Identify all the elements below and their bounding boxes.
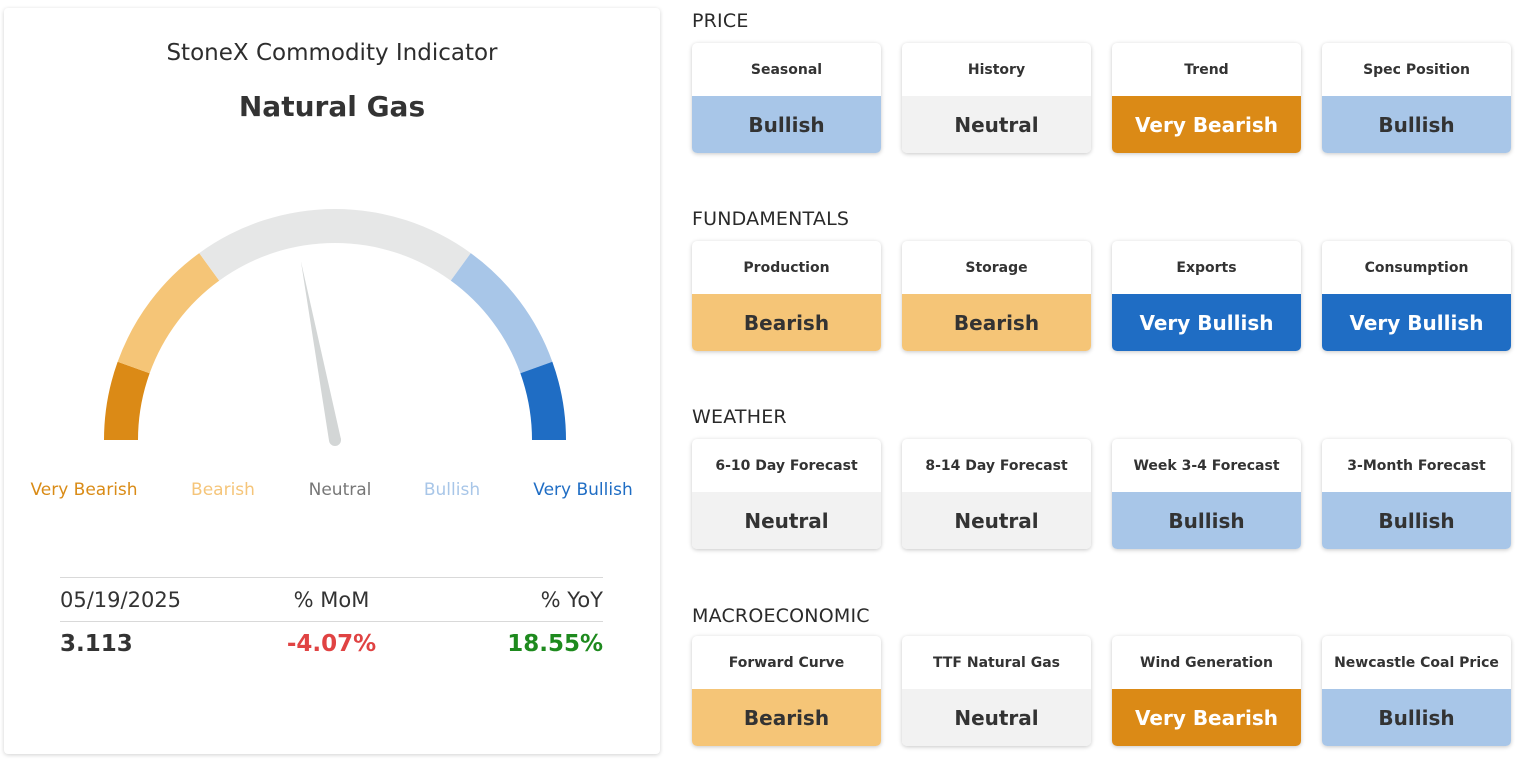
stats-date: 05/19/2025 bbox=[60, 587, 182, 612]
factor-card-spec-position[interactable]: Spec Position Bullish bbox=[1322, 43, 1511, 153]
factor-rating: Very Bullish bbox=[1112, 294, 1301, 351]
factor-card-exports[interactable]: Exports Very Bullish bbox=[1112, 241, 1301, 351]
gauge-label-very-bullish: Very Bullish bbox=[533, 480, 633, 500]
factor-label: Wind Generation bbox=[1140, 654, 1273, 671]
factor-card-trend[interactable]: Trend Very Bearish bbox=[1112, 43, 1301, 153]
stats-mom-label: % MoM bbox=[293, 587, 370, 612]
factor-rating: Neutral bbox=[902, 96, 1091, 153]
factor-card-6-10-day-forecast[interactable]: 6-10 Day Forecast Neutral bbox=[692, 439, 881, 549]
stats-yoy-label: % YoY bbox=[540, 587, 603, 612]
factor-rating: Bullish bbox=[1322, 492, 1511, 549]
factor-rating: Bearish bbox=[692, 294, 881, 351]
factor-card-3-month-forecast[interactable]: 3-Month Forecast Bullish bbox=[1322, 439, 1511, 549]
factor-card-consumption[interactable]: Consumption Very Bullish bbox=[1322, 241, 1511, 351]
section-macroeconomic: MACROECONOMIC Forward Curve Bearish TTF … bbox=[692, 604, 1514, 746]
factor-cards: Production Bearish Storage Bearish Expor… bbox=[692, 241, 1514, 351]
factor-card-storage[interactable]: Storage Bearish bbox=[902, 241, 1091, 351]
stats-price: 3.113 bbox=[60, 630, 133, 657]
gauge-segment-bullish bbox=[450, 253, 553, 374]
factor-card-forward-curve[interactable]: Forward Curve Bearish bbox=[692, 636, 881, 746]
factor-card-history[interactable]: History Neutral bbox=[902, 43, 1091, 153]
factor-label: 3-Month Forecast bbox=[1347, 457, 1486, 474]
factor-cards: Seasonal Bullish History Neutral Trend V… bbox=[692, 43, 1514, 153]
factor-label: TTF Natural Gas bbox=[933, 654, 1060, 671]
factor-label: Storage bbox=[965, 259, 1028, 276]
factor-card-week-3-4-forecast[interactable]: Week 3-4 Forecast Bullish bbox=[1112, 439, 1301, 549]
gauge-label-neutral: Neutral bbox=[308, 480, 372, 500]
factor-label: Trend bbox=[1184, 61, 1229, 78]
section-title: PRICE bbox=[692, 10, 749, 32]
factor-label: Seasonal bbox=[750, 61, 823, 78]
factor-rating: Neutral bbox=[902, 492, 1091, 549]
factor-card-production[interactable]: Production Bearish bbox=[692, 241, 881, 351]
stats-mom-value: -4.07% bbox=[286, 630, 377, 657]
factor-panel: PRICE Seasonal Bullish History Neutral T… bbox=[692, 0, 1514, 761]
gauge-label-very-bearish: Very Bearish bbox=[30, 480, 138, 500]
factor-rating: Very Bullish bbox=[1322, 294, 1511, 351]
commodity-name: Natural Gas bbox=[238, 90, 426, 123]
section-price: PRICE Seasonal Bullish History Neutral T… bbox=[692, 9, 1514, 153]
section-title: FUNDAMENTALS bbox=[692, 208, 850, 230]
factor-label: History bbox=[967, 61, 1026, 78]
gauge-segment-bearish bbox=[117, 253, 220, 374]
price-stats-table: 05/19/2025 % MoM % YoY 3.113 -4.07% 18.5… bbox=[60, 577, 603, 665]
factor-rating: Neutral bbox=[902, 689, 1091, 746]
factor-label: Spec Position bbox=[1363, 61, 1470, 78]
factor-card-wind-generation[interactable]: Wind Generation Very Bearish bbox=[1112, 636, 1301, 746]
factor-rating: Bearish bbox=[902, 294, 1091, 351]
section-weather: WEATHER 6-10 Day Forecast Neutral 8-14 D… bbox=[692, 405, 1514, 549]
sentiment-gauge bbox=[104, 209, 566, 446]
gauge-segment-neutral bbox=[199, 209, 471, 281]
stats-yoy-value: 18.55% bbox=[507, 630, 603, 657]
gauge-needle bbox=[300, 261, 341, 442]
factor-card-8-14-day-forecast[interactable]: 8-14 Day Forecast Neutral bbox=[902, 439, 1091, 549]
factor-label: Newcastle Coal Price bbox=[1334, 654, 1499, 671]
stats-header-row: 05/19/2025 % MoM % YoY bbox=[60, 577, 603, 621]
indicator-card: StoneX Commodity Indicator Natural Gas V… bbox=[4, 8, 660, 754]
factor-rating: Very Bearish bbox=[1112, 689, 1301, 746]
factor-cards: Forward Curve Bearish TTF Natural Gas Ne… bbox=[692, 636, 1514, 746]
factor-card-newcastle-coal-price[interactable]: Newcastle Coal Price Bullish bbox=[1322, 636, 1511, 746]
section-fundamentals: FUNDAMENTALS Production Bearish Storage … bbox=[692, 207, 1514, 351]
indicator-title: StoneX Commodity Indicator bbox=[166, 40, 498, 66]
factor-label: 6-10 Day Forecast bbox=[715, 457, 858, 474]
gauge-label-bearish: Bearish bbox=[191, 480, 255, 500]
gauge-legend: Very Bearish Bearish Neutral Bullish Ver… bbox=[4, 480, 660, 504]
factor-label: Week 3-4 Forecast bbox=[1133, 457, 1280, 474]
factor-label: Forward Curve bbox=[728, 654, 845, 671]
factor-rating: Bearish bbox=[692, 689, 881, 746]
factor-card-seasonal[interactable]: Seasonal Bullish bbox=[692, 43, 881, 153]
factor-label: Exports bbox=[1176, 259, 1237, 276]
stats-values-row: 3.113 -4.07% 18.55% bbox=[60, 621, 603, 665]
factor-label: 8-14 Day Forecast bbox=[925, 457, 1068, 474]
factor-rating: Bullish bbox=[692, 96, 881, 153]
factor-rating: Neutral bbox=[692, 492, 881, 549]
factor-rating: Bullish bbox=[1112, 492, 1301, 549]
gauge-segment-very-bearish bbox=[104, 361, 150, 440]
factor-rating: Very Bearish bbox=[1112, 96, 1301, 153]
gauge-needle-hub bbox=[329, 434, 341, 446]
factor-rating: Bullish bbox=[1322, 689, 1511, 746]
factor-label: Consumption bbox=[1364, 259, 1469, 276]
gauge-label-bullish: Bullish bbox=[423, 480, 481, 500]
factor-card-ttf-natural-gas[interactable]: TTF Natural Gas Neutral bbox=[902, 636, 1091, 746]
section-title: WEATHER bbox=[692, 406, 787, 428]
factor-cards: 6-10 Day Forecast Neutral 8-14 Day Forec… bbox=[692, 439, 1514, 549]
factor-rating: Bullish bbox=[1322, 96, 1511, 153]
gauge-segment-very-bullish bbox=[520, 361, 566, 440]
section-title: MACROECONOMIC bbox=[692, 605, 870, 627]
factor-label: Production bbox=[743, 259, 830, 276]
